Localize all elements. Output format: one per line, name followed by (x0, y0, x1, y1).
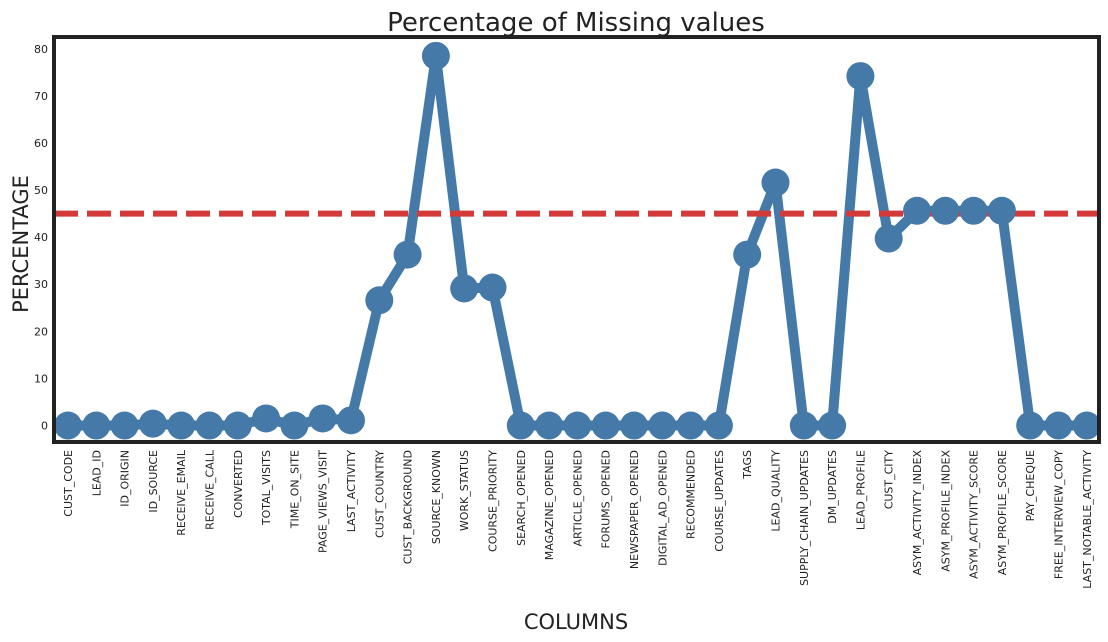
data-point (450, 274, 479, 303)
y-tick-label: 0 (41, 420, 48, 433)
x-tick-label: DIGITAL_AD_OPENED (656, 450, 669, 566)
x-tick-label: COURSE_UPDATES (713, 450, 726, 552)
data-point (110, 411, 139, 440)
data-point (506, 411, 535, 440)
data-point (959, 196, 988, 225)
x-tick-label: TIME_ON_SITE (288, 450, 301, 529)
y-tick-label: 80 (34, 43, 48, 56)
x-tick-label: DM_UPDATES (826, 450, 839, 524)
x-axis-label: COLUMNS (524, 610, 628, 634)
x-tick-label: RECEIVE_CALL (204, 449, 217, 530)
x-tick-label: LEAD_PROFILE (854, 450, 867, 530)
x-tick-label: WORK_STATUS (458, 450, 471, 531)
data-point (874, 224, 903, 253)
x-tick-label: PAY_CHEQUE (1024, 450, 1037, 521)
data-point (138, 409, 167, 438)
data-point (591, 411, 620, 440)
x-tick-label: FORUMS_OPENED (600, 450, 613, 549)
x-tick-label: ASYM_PROFILE_SCORE (996, 450, 1009, 575)
x-tick-label: SOURCE_KNOWN (430, 450, 443, 544)
x-tick-label: LAST_ACTIVITY (345, 450, 358, 533)
data-point (1016, 411, 1045, 440)
data-point (931, 196, 960, 225)
data-point (223, 411, 252, 440)
data-point (82, 411, 111, 440)
data-point (846, 62, 875, 91)
x-tick-label: CUST_COUNTRY (373, 450, 386, 538)
x-tick-label: ID_ORIGIN (119, 450, 132, 507)
data-point (54, 411, 82, 440)
x-tick-label: ARTICLE_OPENED (571, 450, 584, 546)
data-point (308, 404, 337, 433)
data-point (280, 411, 309, 440)
data-point (648, 411, 677, 440)
y-axis-ticks: 0 10 20 30 40 50 60 70 80 (34, 43, 48, 433)
x-tick-label: NEWSPAPER_OPENED (628, 450, 641, 569)
data-point (365, 286, 394, 315)
plot-frame (52, 35, 1101, 444)
x-tick-label: MAGAZINE_OPENED (543, 450, 556, 560)
y-tick-label: 50 (34, 184, 48, 197)
data-point (903, 196, 931, 225)
x-tick-label: ASYM_ACTIVITY_INDEX (911, 450, 924, 576)
x-tick-label: ASYM_ACTIVITY_SCORE (968, 450, 981, 579)
y-tick-label: 70 (34, 90, 48, 103)
data-point (789, 411, 818, 440)
x-tick-label: CUST_BACKGROUND (402, 450, 415, 564)
data-point (620, 411, 648, 440)
data-point (704, 411, 733, 440)
data-point (733, 240, 762, 269)
data-point (337, 406, 365, 435)
x-tick-label: SUPPLY_CHAIN_UPDATES (798, 450, 811, 586)
chart-title: Percentage of Missing values (387, 8, 765, 38)
data-point (761, 168, 790, 197)
data-point (252, 404, 281, 433)
data-point (1072, 411, 1101, 440)
y-tick-label: 30 (34, 278, 48, 291)
x-tick-label: CUST_CODE (62, 450, 75, 517)
x-axis-ticks: CUST_CODE LEAD_ID ID_ORIGIN ID_SOURCE RECEIV… (62, 449, 1094, 589)
data-point (818, 411, 847, 440)
plot-area (54, 41, 1101, 440)
x-tick-label: RECEIVE_EMAIL (175, 449, 188, 536)
x-tick-label: LEAD_QUALITY (770, 450, 783, 532)
data-point (563, 411, 592, 440)
x-tick-label: TAGS (741, 450, 754, 480)
y-tick-label: 40 (34, 231, 48, 244)
x-tick-label: FREE_INTERVIEW_COPY (1053, 450, 1066, 579)
data-point (421, 41, 450, 70)
y-tick-label: 60 (34, 137, 48, 150)
x-tick-label: TOTAL_VISITS (260, 450, 273, 526)
x-tick-label: CONVERTED (232, 450, 245, 518)
y-tick-label: 20 (34, 325, 48, 338)
data-point (1044, 411, 1073, 440)
x-tick-label: PAGE_VIEWS_VISIT (317, 450, 330, 553)
data-point (676, 411, 705, 440)
x-tick-label: COURSE_PRIORITY (487, 450, 500, 552)
data-point (393, 240, 422, 269)
data-point (478, 273, 507, 302)
data-point (535, 411, 564, 440)
y-axis-label: PERCENTAGE (9, 175, 33, 313)
data-point (167, 411, 196, 440)
x-tick-label: LAST_NOTABLE_ACTIVITY (1081, 450, 1094, 589)
data-point (987, 196, 1016, 225)
x-tick-label: CUST_CITY (883, 450, 896, 510)
x-tick-label: ASYM_PROFILE_INDEX (939, 450, 952, 572)
y-tick-label: 10 (34, 372, 48, 385)
x-tick-label: RECOMMENDED (685, 450, 698, 539)
x-tick-label: ID_SOURCE (147, 450, 160, 513)
x-tick-label: SEARCH_OPENED (515, 450, 528, 546)
series-line (63, 50, 1092, 431)
x-tick-label: LEAD_ID (90, 450, 103, 496)
data-point (195, 411, 224, 440)
